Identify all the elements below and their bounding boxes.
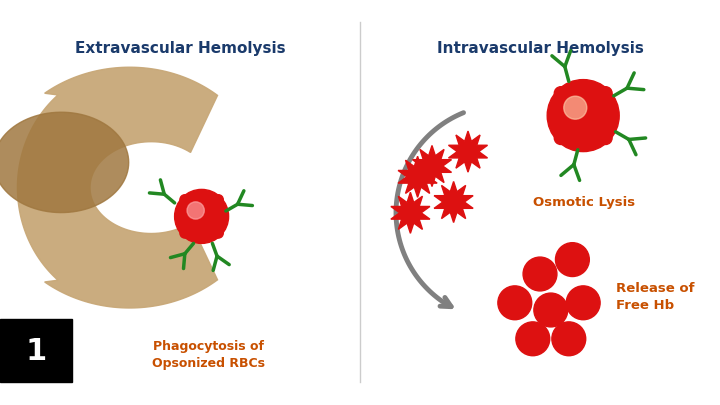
Circle shape xyxy=(567,286,600,320)
Polygon shape xyxy=(434,182,473,223)
Circle shape xyxy=(547,81,619,152)
Polygon shape xyxy=(398,157,437,198)
Text: Osmotic Lysis: Osmotic Lysis xyxy=(533,196,635,209)
Circle shape xyxy=(516,322,550,356)
Circle shape xyxy=(180,229,189,239)
Text: Release of
Free Hb: Release of Free Hb xyxy=(616,281,694,311)
Polygon shape xyxy=(17,68,217,308)
Circle shape xyxy=(552,322,585,356)
Circle shape xyxy=(599,87,612,100)
Circle shape xyxy=(564,97,587,120)
Text: Phagocytosis of
Opsonized RBCs: Phagocytosis of Opsonized RBCs xyxy=(153,339,265,369)
Circle shape xyxy=(523,258,557,291)
Text: Intravascular Hemolysis: Intravascular Hemolysis xyxy=(436,41,644,56)
Circle shape xyxy=(554,132,567,145)
Polygon shape xyxy=(0,113,129,213)
Bar xyxy=(0,319,72,382)
Circle shape xyxy=(214,195,223,205)
Circle shape xyxy=(187,202,204,220)
Text: Extravascular Hemolysis: Extravascular Hemolysis xyxy=(75,41,285,56)
Circle shape xyxy=(534,293,567,327)
Circle shape xyxy=(214,229,223,239)
Text: 1: 1 xyxy=(25,336,47,365)
Circle shape xyxy=(175,190,229,244)
Circle shape xyxy=(599,132,612,145)
Circle shape xyxy=(498,286,531,320)
Circle shape xyxy=(554,87,567,100)
Polygon shape xyxy=(413,146,451,187)
Circle shape xyxy=(556,243,589,277)
Polygon shape xyxy=(449,132,487,173)
Circle shape xyxy=(180,195,189,205)
Polygon shape xyxy=(391,193,430,234)
